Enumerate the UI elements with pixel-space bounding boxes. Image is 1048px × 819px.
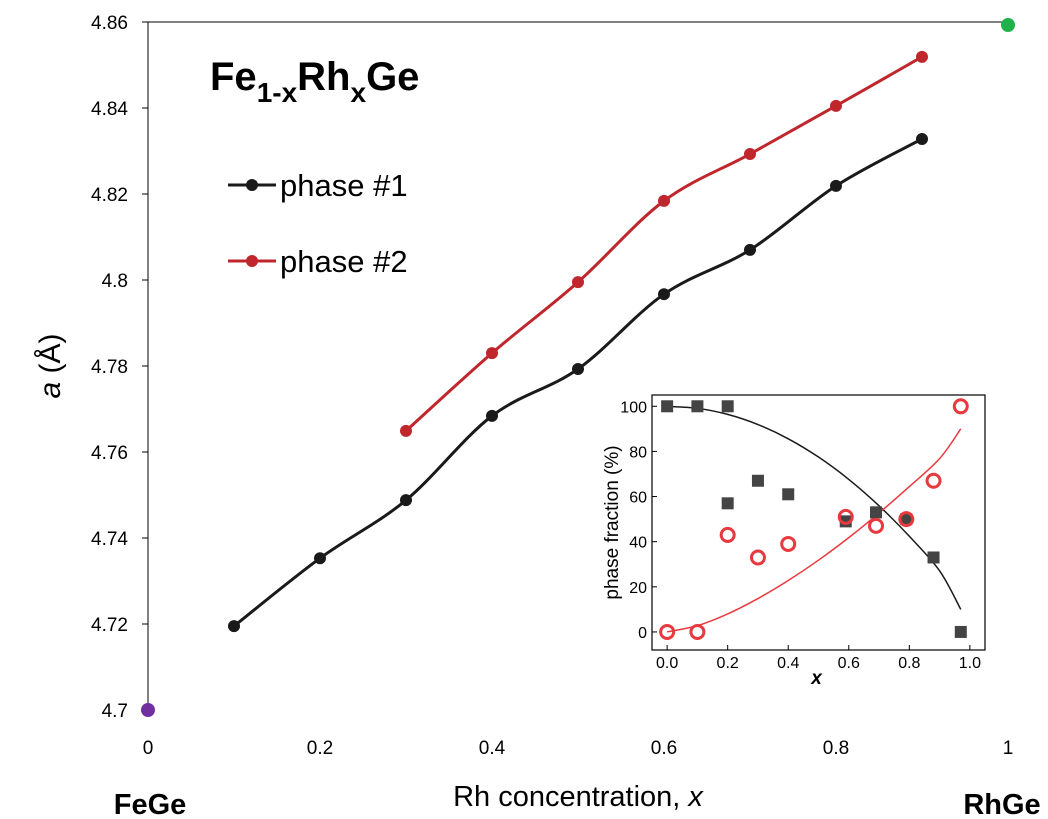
square-marker xyxy=(721,400,734,413)
legend-label: phase #2 xyxy=(280,244,408,279)
square-marker xyxy=(751,474,764,487)
circle-marker xyxy=(837,508,854,525)
data-point xyxy=(486,409,498,422)
circle-marker xyxy=(749,549,766,566)
y-tick-label: 4.72 xyxy=(91,615,128,636)
x-label-part: x xyxy=(686,781,704,813)
y-label-part: (Å) xyxy=(34,333,67,381)
title-part: Fe xyxy=(210,55,257,99)
y-axis-label: a (Å) xyxy=(34,333,67,398)
inset-y-label: phase fraction (%) xyxy=(602,445,623,599)
inset-x-tick-label: 0.0 xyxy=(656,655,678,672)
circle-marker xyxy=(925,472,942,489)
y-tick-label: 4.82 xyxy=(91,185,128,206)
data-point xyxy=(228,620,240,633)
x-tick-label: 0.6 xyxy=(651,738,677,759)
inset-frame xyxy=(651,394,986,651)
inset-y-tick-label: 100 xyxy=(620,399,647,416)
data-point xyxy=(400,494,412,507)
y-tick-label: 4.8 xyxy=(102,271,128,292)
inset-x-tick-label: 0.2 xyxy=(717,655,739,672)
endpoint-marker xyxy=(141,703,155,717)
circle-marker xyxy=(898,511,915,528)
y-tick-label: 4.78 xyxy=(91,357,128,378)
inset-y-tick-label: 20 xyxy=(629,580,647,597)
endpoint-label: FeGe xyxy=(114,789,187,819)
data-point xyxy=(744,148,756,161)
x-tick-label: 1 xyxy=(1003,738,1014,759)
data-point xyxy=(830,99,842,112)
square-marker xyxy=(900,513,913,526)
circle-marker xyxy=(689,623,706,640)
title-part: Rh xyxy=(297,55,350,99)
data-point xyxy=(572,276,584,289)
legend-marker xyxy=(246,255,258,267)
series-line xyxy=(404,55,923,433)
endpoint-label: RhGe xyxy=(963,789,1040,819)
data-point xyxy=(916,132,928,145)
square-marker xyxy=(870,506,883,519)
fit-curve xyxy=(667,405,962,610)
inset-y-tick-label: 0 xyxy=(638,625,647,642)
data-point xyxy=(314,552,326,565)
x-label-part: Rh concentration, xyxy=(453,781,688,813)
inset-x-tick-label: 0.6 xyxy=(838,655,860,672)
x-tick-label: 0.2 xyxy=(307,738,333,759)
x-tick-label: 0.4 xyxy=(479,738,506,759)
circle-marker xyxy=(780,535,797,552)
y-tick-label: 4.76 xyxy=(91,443,128,464)
inset-x-tick-label: 0.8 xyxy=(898,655,920,672)
inset-y-tick-label: 40 xyxy=(629,535,647,552)
inset-x-label: x xyxy=(810,668,823,689)
title-part: Ge xyxy=(366,55,419,99)
data-point xyxy=(916,50,928,63)
legend-marker xyxy=(246,179,258,191)
square-marker xyxy=(691,400,704,413)
circle-marker xyxy=(952,398,969,415)
square-marker xyxy=(954,625,967,638)
data-point xyxy=(830,179,842,192)
data-point xyxy=(744,243,756,256)
data-point xyxy=(486,347,498,360)
circle-marker xyxy=(719,526,736,543)
data-point xyxy=(658,288,670,301)
y-tick-label: 4.84 xyxy=(91,99,128,120)
inset-x-tick-label: 0.4 xyxy=(777,655,799,672)
y-label-part: a xyxy=(34,382,67,399)
data-point xyxy=(572,363,584,376)
y-tick-label: 4.86 xyxy=(91,13,128,34)
y-tick-label: 4.7 xyxy=(102,701,128,722)
title-subscript: 1-x xyxy=(257,77,298,108)
title-subscript: x xyxy=(350,77,366,108)
inset-x-tick-label: 1.0 xyxy=(959,655,981,672)
square-marker xyxy=(661,400,674,413)
square-marker xyxy=(927,551,940,564)
circle-marker xyxy=(868,517,885,534)
data-point xyxy=(400,424,412,437)
inset-y-tick-label: 60 xyxy=(629,490,647,507)
chart-title: Fe1-xRhxGe xyxy=(210,55,419,108)
inset-y-tick-label: 80 xyxy=(629,444,647,461)
x-tick-label: 0 xyxy=(143,738,154,759)
square-marker xyxy=(782,488,795,501)
legend-label: phase #1 xyxy=(280,168,408,203)
square-marker xyxy=(721,497,734,510)
fit-curve xyxy=(666,428,962,633)
square-marker xyxy=(839,515,852,528)
circle-marker xyxy=(659,623,676,640)
data-point xyxy=(658,194,670,207)
x-axis-label: Rh concentration, x xyxy=(453,781,704,813)
y-tick-label: 4.74 xyxy=(91,529,128,550)
endpoint-marker xyxy=(1001,18,1015,33)
x-tick-label: 0.8 xyxy=(823,738,849,759)
